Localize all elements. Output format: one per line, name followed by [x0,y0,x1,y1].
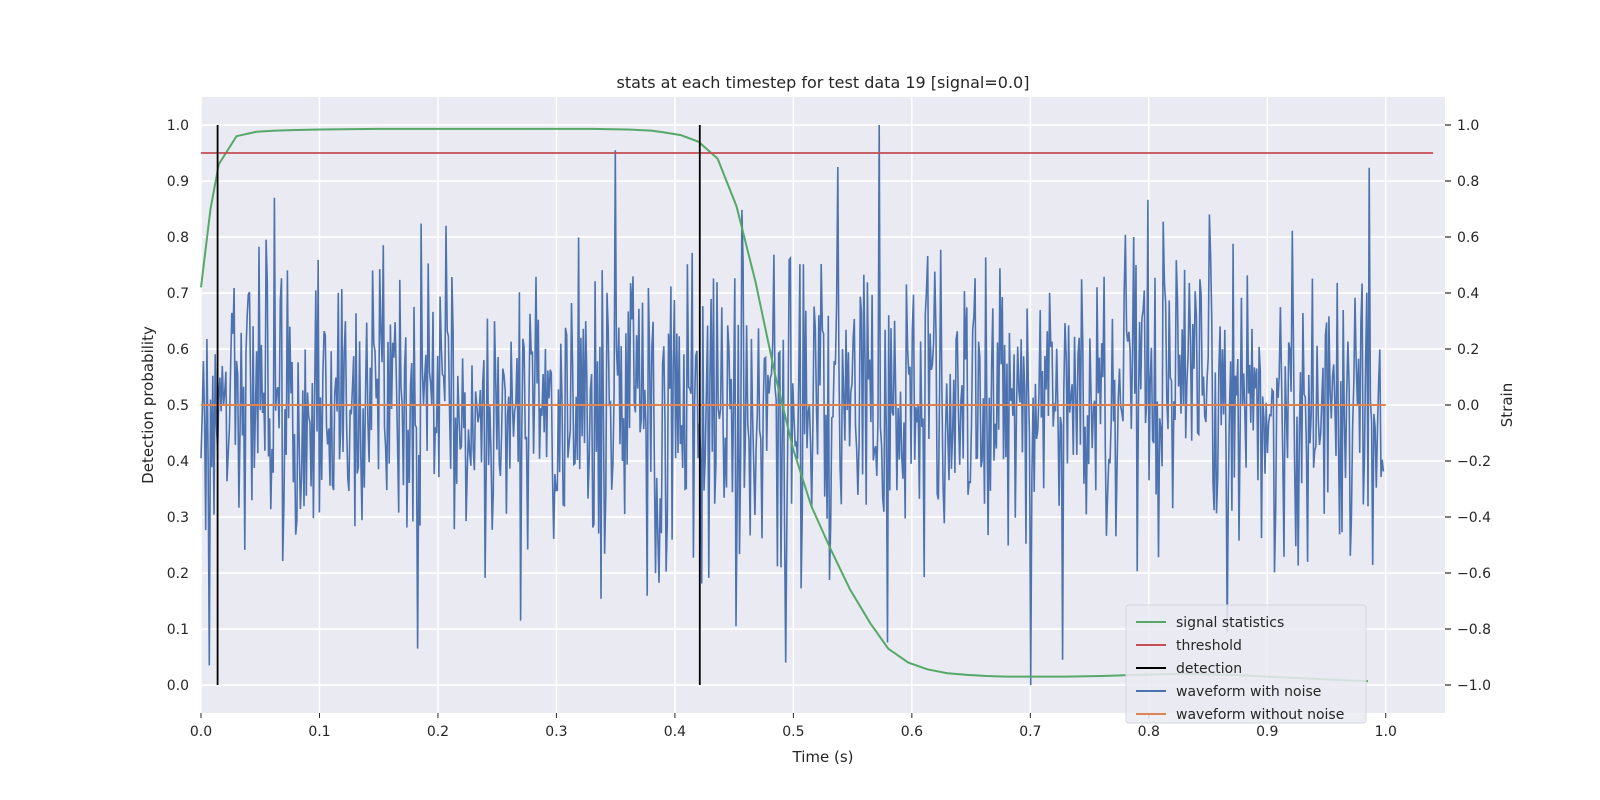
y-left-tick-label: 0.2 [167,566,189,582]
y-left-tick-label: 0.5 [167,398,189,414]
y-left-axis-ticks: 0.0 0.1 0.2 0.3 0.4 0.5 0.6 0.7 0.8 0.9 1.0 [167,118,189,694]
x-tick-label: 0.3 [545,724,567,740]
y-left-tick-label: 0.1 [167,622,189,638]
y-right-axis-ticks: −1.0 −0.8 −0.6 −0.4 −0.2 0.0 0.2 0.4 0.6 0.8 1.0 [1445,118,1491,694]
y-left-tick-label: 0.3 [167,510,189,526]
chart-title: stats at each timestep for test data 19 … [617,73,1030,92]
series-signal-statistics [200,127,1369,683]
x-tick-label: 0.0 [190,724,212,740]
x-tick-label: 1.0 [1375,724,1397,740]
y-right-tick-label: 0.0 [1457,398,1479,414]
legend-label: waveform with noise [1176,684,1321,700]
y-right-tick-label: −0.4 [1457,510,1491,526]
x-tick-label: 0.2 [427,724,449,740]
x-tick-label: 0.1 [308,724,330,740]
legend-box [1125,604,1367,724]
x-tick-label: 0.6 [901,724,923,740]
y-left-tick-label: 0.8 [167,230,189,246]
y-right-tick-label: −0.8 [1457,622,1491,638]
y-right-axis-label: Strain [1498,383,1516,427]
y-right-tick-label: 1.0 [1457,118,1479,134]
legend: signal statistics threshold detection wavef… [1125,604,1367,724]
legend-label: waveform without noise [1176,707,1344,723]
x-tick-label: 0.8 [1138,724,1160,740]
legend-label: signal statistics [1176,615,1284,631]
x-axis-label: Time (s) [792,748,854,766]
y-right-tick-label: 0.6 [1457,230,1479,246]
x-tick-label: 0.9 [1256,724,1278,740]
y-left-tick-label: 0.0 [167,678,189,694]
y-left-axis-label: Detection probability [139,326,157,484]
y-left-tick-label: 0.9 [167,174,189,190]
y-right-tick-label: −1.0 [1457,678,1491,694]
y-right-tick-label: −0.2 [1457,454,1491,470]
y-right-tick-label: −0.6 [1457,566,1491,582]
y-left-tick-label: 0.6 [167,342,189,358]
y-right-tick-label: 0.4 [1457,286,1479,302]
x-tick-label: 0.7 [1019,724,1041,740]
series-layer [200,124,1434,686]
legend-label: detection [1176,661,1242,677]
x-tick-label: 0.5 [782,724,804,740]
y-right-tick-label: 0.8 [1457,174,1479,190]
y-left-tick-label: 0.7 [167,286,189,302]
y-left-tick-label: 1.0 [167,118,189,134]
x-axis-ticks: 0.0 0.1 0.2 0.3 0.4 0.5 0.6 0.7 0.8 0.9 1.0 [190,713,1397,740]
y-right-tick-label: 0.2 [1457,342,1479,358]
y-left-tick-label: 0.4 [167,454,189,470]
x-tick-label: 0.4 [664,724,686,740]
legend-label: threshold [1176,638,1242,654]
